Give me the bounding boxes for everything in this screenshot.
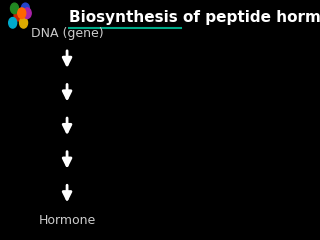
Text: Biosynthesis of peptide hormones: Biosynthesis of peptide hormones <box>69 10 320 25</box>
Circle shape <box>20 18 28 28</box>
Text: DNA (gene): DNA (gene) <box>31 27 103 40</box>
Circle shape <box>23 8 31 18</box>
Circle shape <box>11 3 19 14</box>
Circle shape <box>9 18 17 28</box>
Text: Hormone: Hormone <box>38 214 96 227</box>
Circle shape <box>18 8 26 18</box>
Circle shape <box>21 3 29 14</box>
Circle shape <box>14 10 22 21</box>
